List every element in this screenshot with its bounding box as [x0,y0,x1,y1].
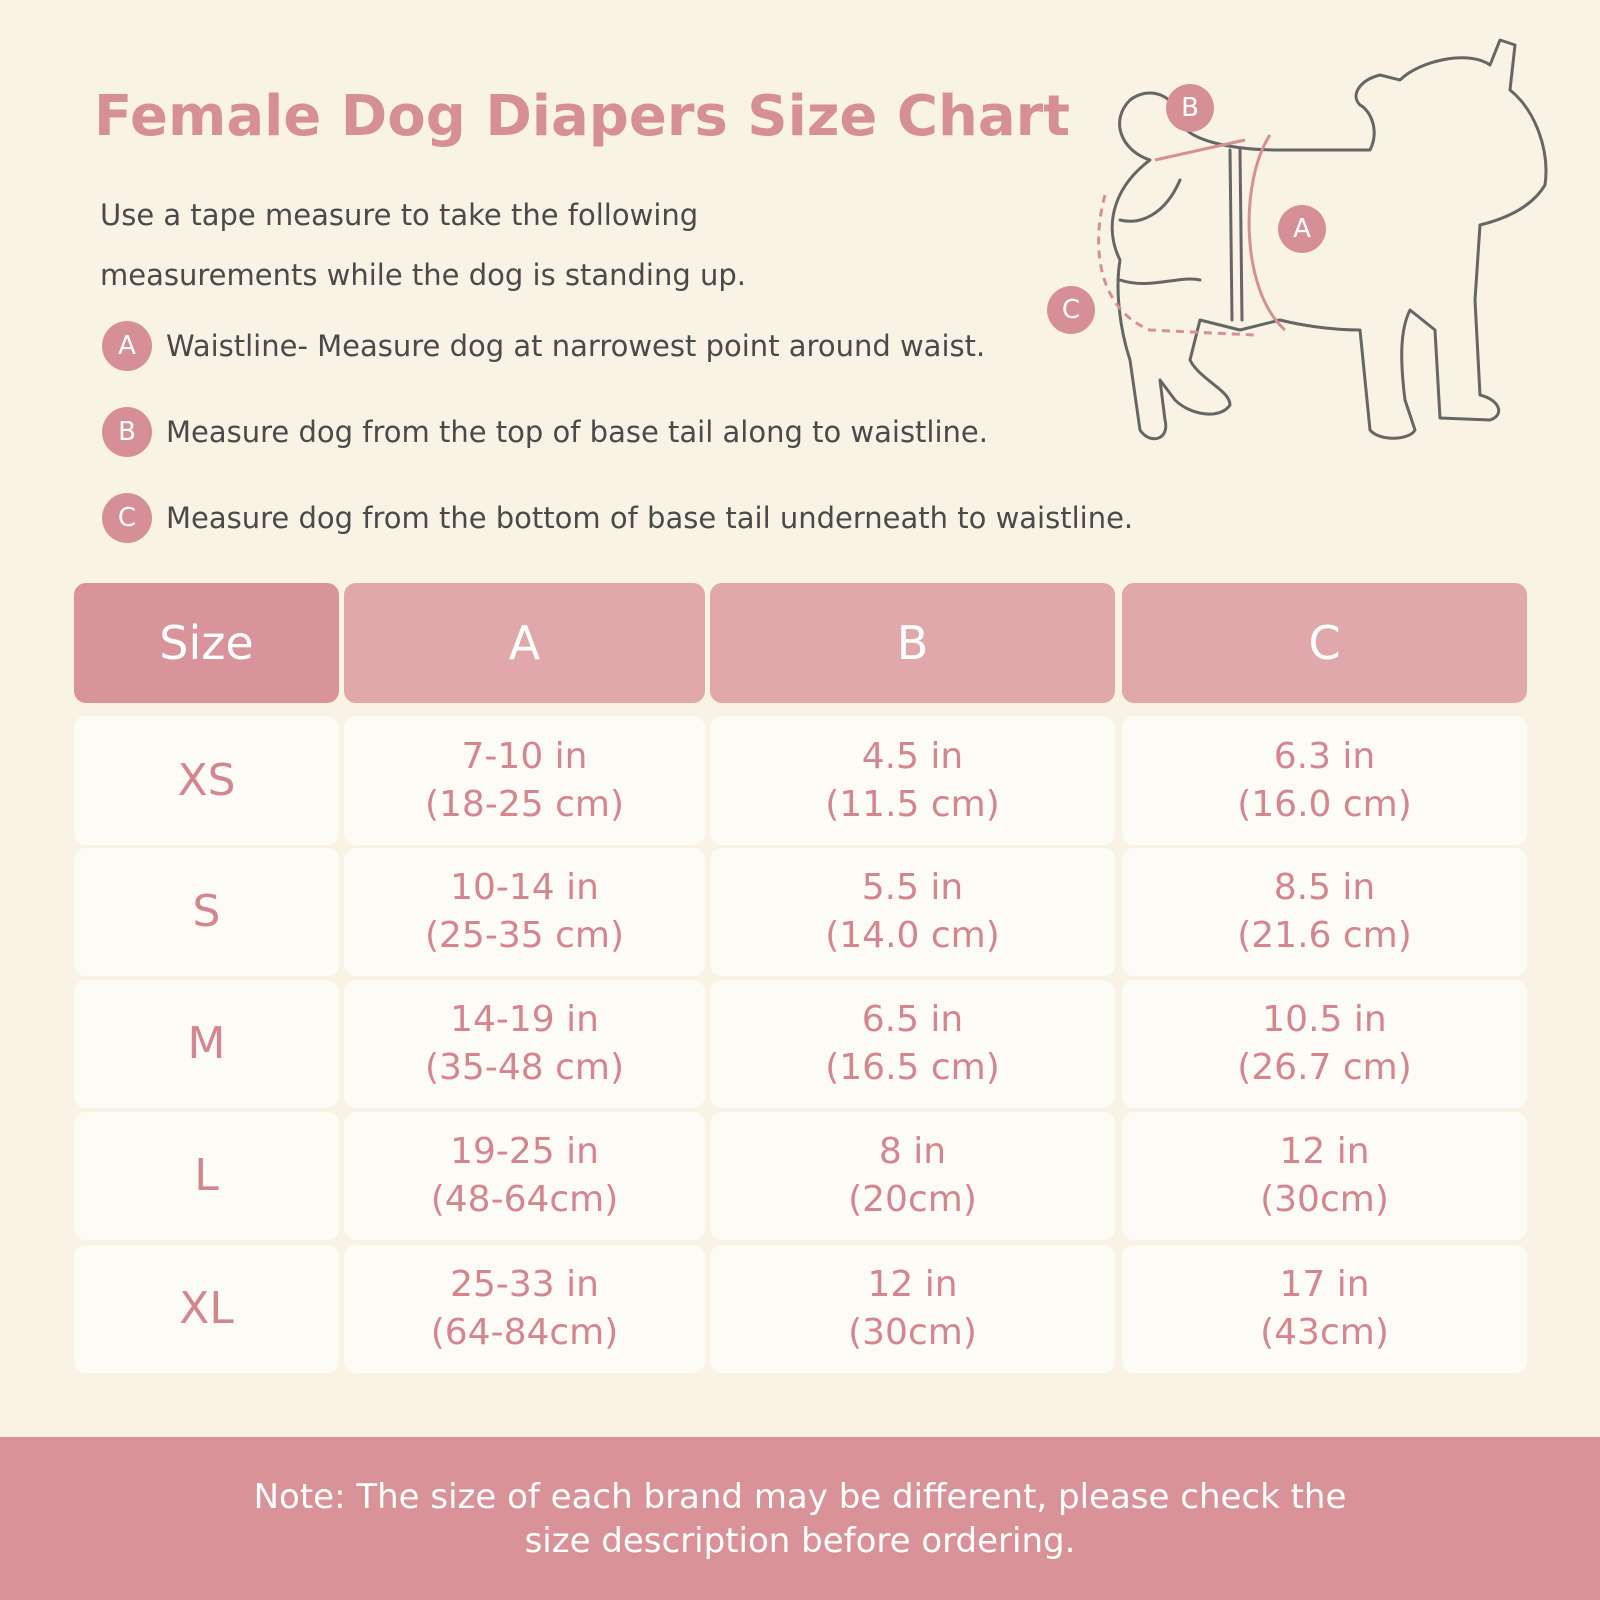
marker: C [102,493,152,543]
cell-line: (14.0 cm) [825,915,1000,956]
instruction-text: Waistline- Measure dog at narrowest poin… [166,329,986,363]
table-cell: 14-19 in (35-48 cm) [344,980,705,1108]
header-cell: B [710,583,1115,703]
diagram-marker [1047,286,1095,334]
cell-line: 7-10 in [461,735,588,777]
table-cell: 5.5 in (14.0 cm) [710,848,1115,976]
cell-line: (35-48 cm) [424,1047,624,1088]
cell-line: (43cm) [1260,1312,1389,1353]
cell-line: (16.0 cm) [1237,783,1412,825]
instruction: A Waistline- Measure dog at narrowest poi… [102,320,985,372]
marker: B [102,407,152,457]
table-cell: 10.5 in (26.7 cm) [1122,980,1527,1108]
cell-line: (21.6 cm) [1237,915,1412,956]
intro-line: measurements while the dog is standing u… [100,258,747,292]
table-cell: 7-10 in (18-25 cm) [344,716,705,845]
cell-line: 4.5 in [861,735,964,777]
instruction: C Measure dog from the bottom of base tai… [102,492,1133,544]
cell-line: (30cm) [848,1312,977,1353]
dog-diagram: B A C [1047,38,1548,441]
cell-line: 6.5 in [861,999,964,1040]
cell-line: 25-33 in [450,1264,599,1305]
instruction-text: Measure dog from the top of base tail al… [166,415,988,449]
cell-line: 6.3 in [1273,735,1376,777]
cell-line: 5.5 in [861,867,964,908]
cell-line: 8 in [878,1131,947,1172]
cell-line: 10.5 in [1262,999,1387,1040]
table-cell: 10-14 in (25-35 cm) [344,848,705,976]
cell-line: 12 in [1279,1131,1370,1172]
table-cell: 17 in (43cm) [1122,1245,1527,1373]
table-cell: 4.5 in (11.5 cm) [710,716,1115,845]
cell-line: (64-84cm) [430,1312,619,1353]
diagram-label: B [1181,93,1199,123]
size-cell: XL [74,1245,339,1373]
marker: A [102,321,152,371]
table-cell: 8 in (20cm) [710,1112,1115,1240]
cell-line: (48-64cm) [430,1179,619,1220]
cell-line: (30cm) [1260,1179,1389,1220]
note-line: Note: The size of each brand may be diff… [253,1476,1347,1517]
measure-lines [1097,134,1286,337]
diagram-marker [1278,205,1326,253]
note-banner: Note: The size of each brand may be diff… [0,1437,1600,1600]
cell-line: 12 in [867,1264,958,1305]
header-cell: C [1122,583,1527,703]
diagram-label: A [1293,214,1311,244]
cell-line: 14-19 in [450,999,599,1040]
size-cell: L [74,1112,339,1240]
cell-line: (16.5 cm) [825,1047,1000,1088]
table-cell: 6.5 in (16.5 cm) [710,980,1115,1108]
diagram-label: C [1062,295,1080,325]
cell-line: (20cm) [848,1179,977,1220]
table-cell: 12 in (30cm) [1122,1112,1527,1240]
cell-line: 17 in [1279,1264,1370,1305]
size-cell: XS [74,716,339,845]
instruction-text: Measure dog from the bottom of base tail… [166,501,1134,535]
header-cell: Size [74,583,339,703]
cell-line: 10-14 in [450,867,599,908]
diagram-marker [1166,84,1214,132]
cell-line: (11.5 cm) [825,783,1000,825]
table-cell: 6.3 in (16.0 cm) [1122,716,1527,845]
cell-line: (25-35 cm) [424,915,624,956]
title: Female Dog Diapers Size Chart [94,84,1071,149]
cell-line: (26.7 cm) [1237,1047,1412,1088]
cell-line: 8.5 in [1273,867,1376,908]
cell-line: (18-25 cm) [424,783,624,825]
size-cell: S [74,848,339,976]
dog-outline [1110,38,1548,441]
note-line: size description before ordering. [524,1520,1076,1561]
table-cell: 19-25 in (48-64cm) [344,1112,705,1240]
size-cell: M [74,980,339,1108]
cell-line: 19-25 in [450,1131,599,1172]
intro-line: Use a tape measure to take the following [100,198,699,232]
table-cell: 25-33 in (64-84cm) [344,1245,705,1373]
instruction: B Measure dog from the top of base tail a… [102,406,988,458]
table-cell: 8.5 in (21.6 cm) [1122,848,1527,976]
header-cell: A [344,583,705,703]
table-cell: 12 in (30cm) [710,1245,1115,1373]
